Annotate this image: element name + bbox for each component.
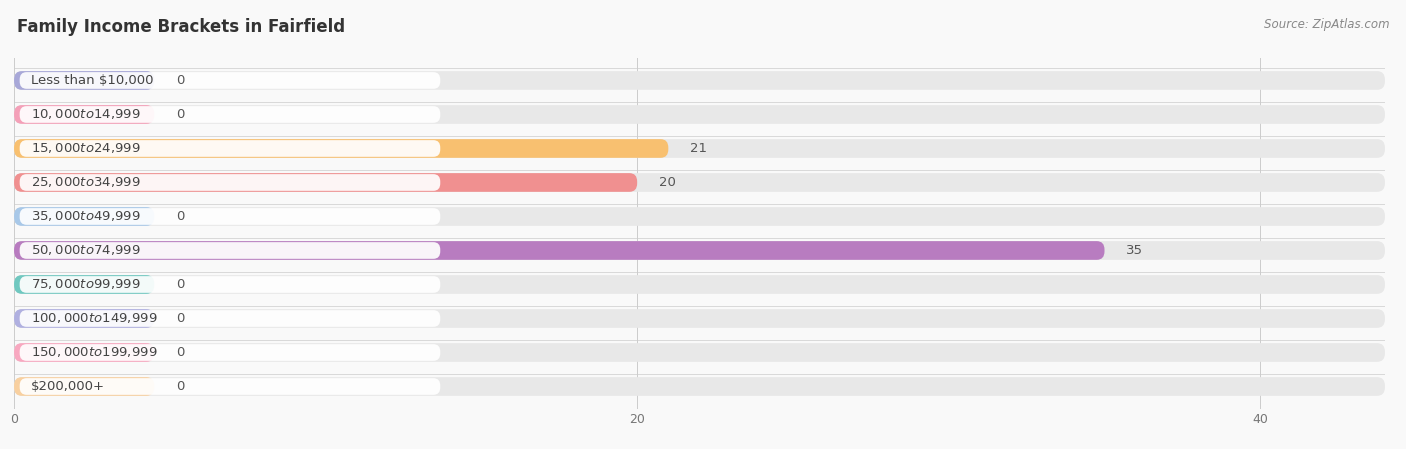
FancyBboxPatch shape [14, 71, 1385, 90]
FancyBboxPatch shape [14, 241, 1105, 260]
Text: $200,000+: $200,000+ [31, 380, 105, 393]
Text: $35,000 to $49,999: $35,000 to $49,999 [31, 210, 141, 224]
Text: $15,000 to $24,999: $15,000 to $24,999 [31, 141, 141, 155]
FancyBboxPatch shape [14, 309, 155, 328]
Text: Source: ZipAtlas.com: Source: ZipAtlas.com [1264, 18, 1389, 31]
Text: $75,000 to $99,999: $75,000 to $99,999 [31, 277, 141, 291]
FancyBboxPatch shape [14, 275, 155, 294]
FancyBboxPatch shape [14, 207, 1385, 226]
Text: 35: 35 [1126, 244, 1143, 257]
Text: $100,000 to $149,999: $100,000 to $149,999 [31, 312, 157, 326]
FancyBboxPatch shape [20, 106, 440, 123]
FancyBboxPatch shape [14, 377, 155, 396]
FancyBboxPatch shape [20, 378, 440, 395]
Text: 0: 0 [176, 312, 184, 325]
FancyBboxPatch shape [14, 139, 668, 158]
Text: 0: 0 [176, 210, 184, 223]
FancyBboxPatch shape [14, 207, 155, 226]
Text: Less than $10,000: Less than $10,000 [31, 74, 153, 87]
FancyBboxPatch shape [14, 275, 1385, 294]
Text: $25,000 to $34,999: $25,000 to $34,999 [31, 176, 141, 189]
FancyBboxPatch shape [14, 309, 1385, 328]
FancyBboxPatch shape [14, 173, 1385, 192]
FancyBboxPatch shape [14, 377, 1385, 396]
FancyBboxPatch shape [14, 105, 1385, 124]
Text: 21: 21 [690, 142, 707, 155]
Text: 0: 0 [176, 278, 184, 291]
FancyBboxPatch shape [14, 71, 155, 90]
FancyBboxPatch shape [20, 208, 440, 225]
FancyBboxPatch shape [20, 72, 440, 89]
Text: 0: 0 [176, 380, 184, 393]
Text: 20: 20 [659, 176, 676, 189]
FancyBboxPatch shape [20, 140, 440, 157]
FancyBboxPatch shape [14, 343, 155, 362]
FancyBboxPatch shape [14, 105, 155, 124]
FancyBboxPatch shape [20, 310, 440, 327]
FancyBboxPatch shape [14, 173, 637, 192]
Text: 0: 0 [176, 108, 184, 121]
FancyBboxPatch shape [20, 276, 440, 293]
Text: $10,000 to $14,999: $10,000 to $14,999 [31, 107, 141, 122]
Text: Family Income Brackets in Fairfield: Family Income Brackets in Fairfield [17, 18, 344, 36]
Text: $50,000 to $74,999: $50,000 to $74,999 [31, 243, 141, 257]
Text: 0: 0 [176, 346, 184, 359]
FancyBboxPatch shape [20, 242, 440, 259]
Text: 0: 0 [176, 74, 184, 87]
FancyBboxPatch shape [20, 174, 440, 191]
FancyBboxPatch shape [14, 139, 1385, 158]
FancyBboxPatch shape [14, 343, 1385, 362]
Text: $150,000 to $199,999: $150,000 to $199,999 [31, 345, 157, 360]
FancyBboxPatch shape [14, 241, 1385, 260]
FancyBboxPatch shape [20, 344, 440, 361]
